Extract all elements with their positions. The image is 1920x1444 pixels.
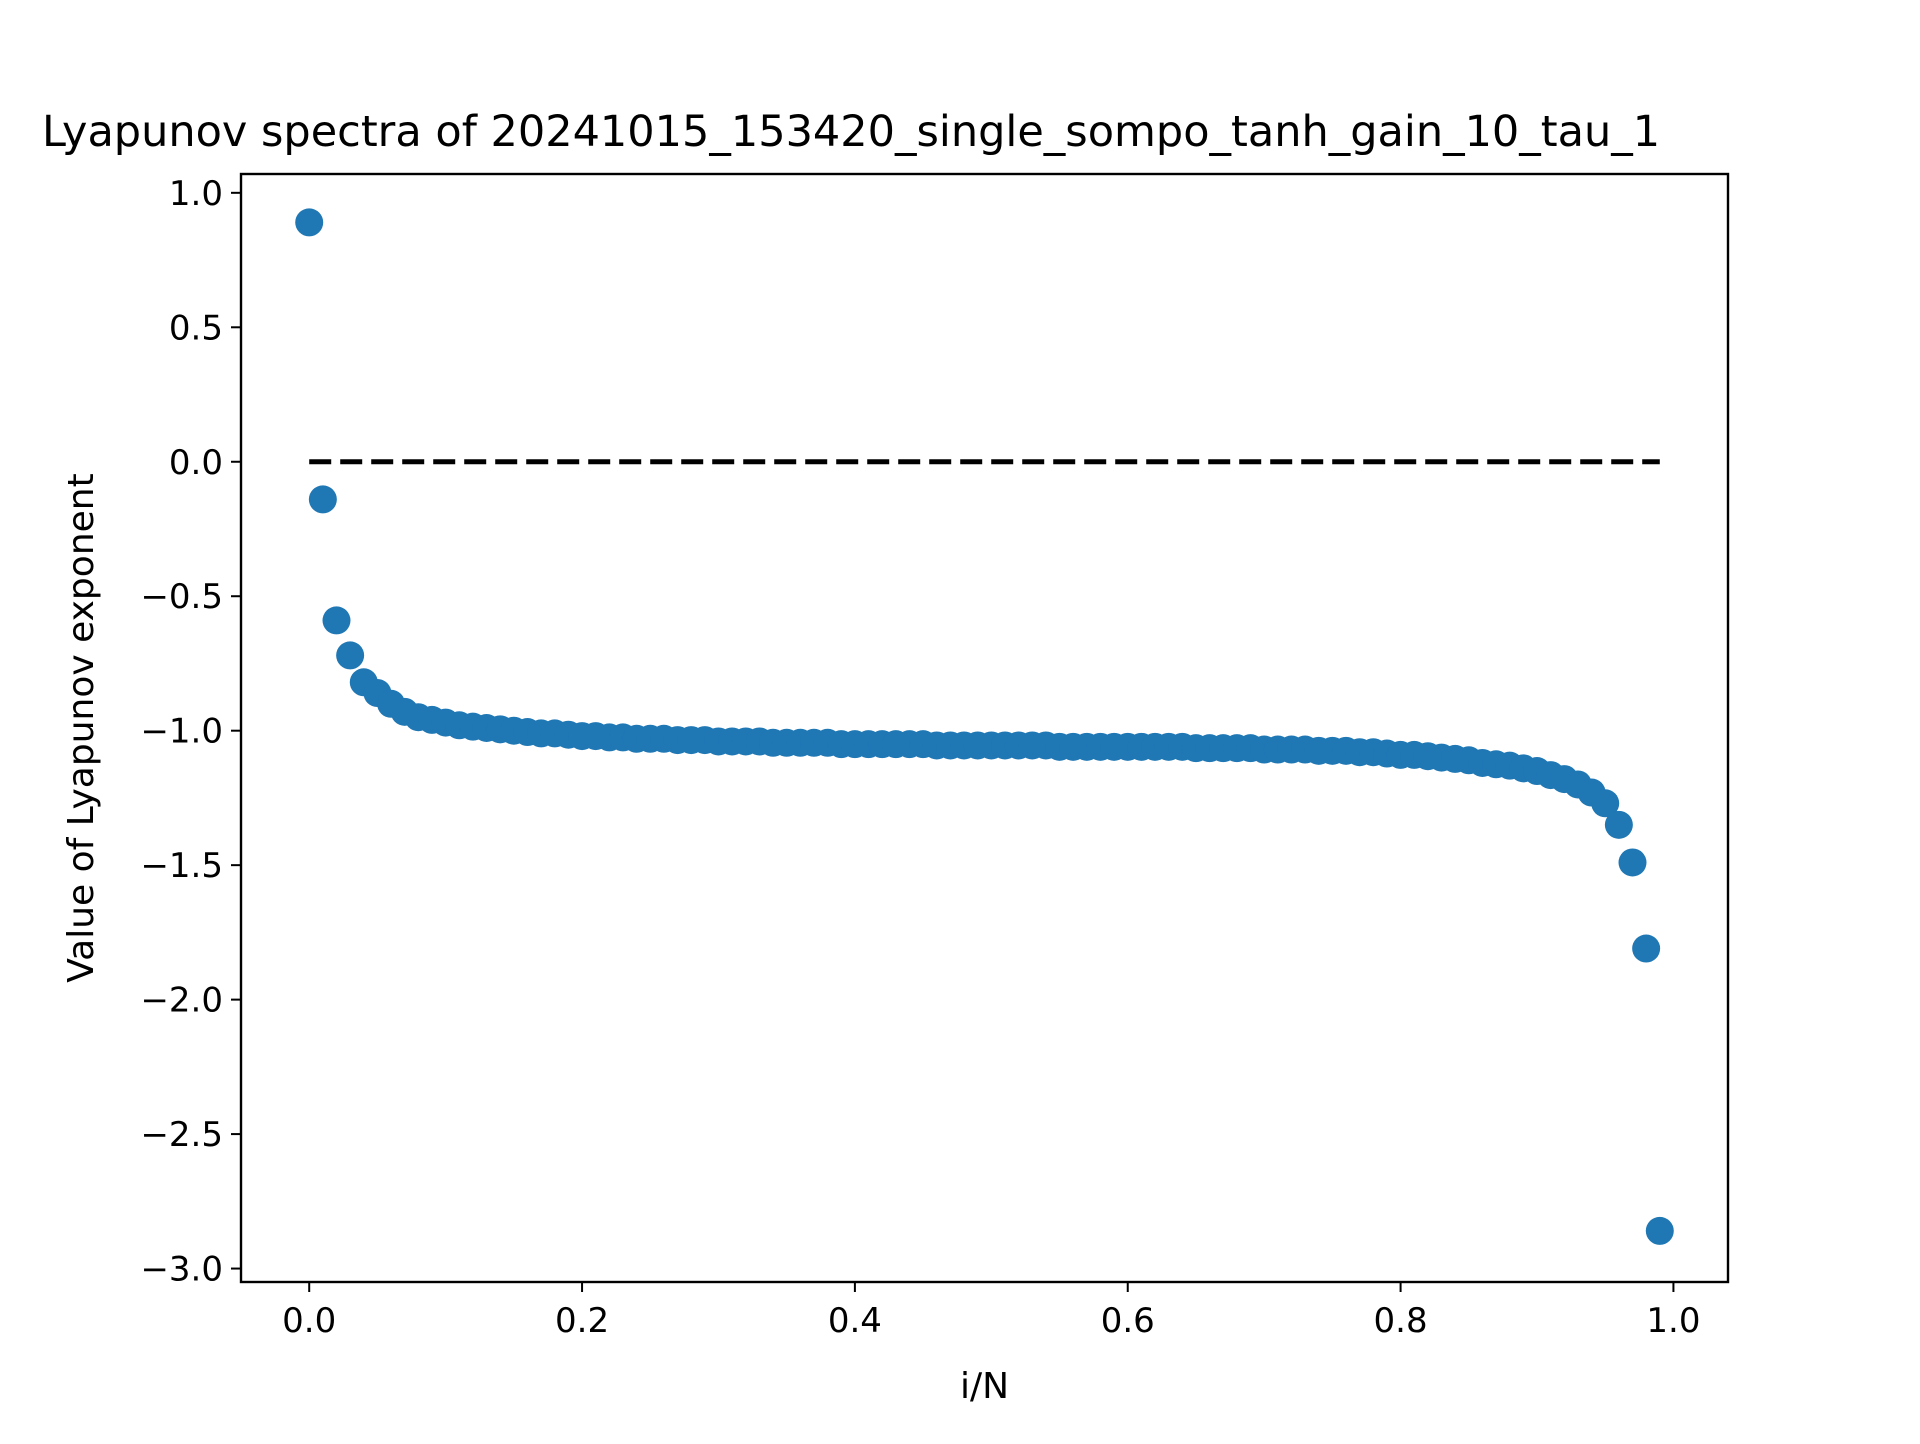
data-point <box>295 208 324 237</box>
data-point <box>336 641 365 670</box>
y-tick-label: −0.5 <box>140 577 223 617</box>
data-point <box>308 485 337 514</box>
data-point <box>1645 1216 1674 1245</box>
chart-title: Lyapunov spectra of 20241015_153420_sing… <box>42 107 1660 157</box>
x-tick-label: 1.0 <box>1646 1301 1700 1341</box>
x-ticks: 0.0 0.2 0.4 0.6 0.8 1.0 <box>282 1282 1700 1341</box>
data-point <box>1618 848 1647 877</box>
x-axis-label: i/N <box>960 1366 1009 1407</box>
y-tick-label: −3.0 <box>140 1250 223 1290</box>
axes-frame <box>239 172 1730 1284</box>
x-tick-label: 0.6 <box>1101 1301 1155 1341</box>
y-tick-label: 0.5 <box>169 308 223 348</box>
y-ticks: 1.0 0.5 0.0 −0.5 −1.0 −1.5 −2.0 −2.5 −3.0 <box>140 174 241 1290</box>
data-point <box>322 606 351 635</box>
y-tick-label: 1.0 <box>169 174 223 214</box>
y-tick-label: −2.5 <box>140 1115 223 1155</box>
x-tick-label: 0.2 <box>555 1301 609 1341</box>
x-tick-label: 0.0 <box>282 1301 336 1341</box>
y-tick-label: −1.0 <box>140 712 223 752</box>
data-points-layer <box>295 208 1674 1245</box>
x-tick-label: 0.4 <box>828 1301 882 1341</box>
y-tick-label: −2.0 <box>140 981 223 1021</box>
y-axis-label: Value of Lyapunov exponent <box>61 473 102 982</box>
data-point <box>1591 789 1620 818</box>
data-point <box>1632 934 1661 963</box>
y-tick-label: 0.0 <box>169 443 223 483</box>
data-point <box>1604 810 1633 839</box>
y-tick-label: −1.5 <box>140 846 223 886</box>
x-tick-label: 0.8 <box>1374 1301 1428 1341</box>
